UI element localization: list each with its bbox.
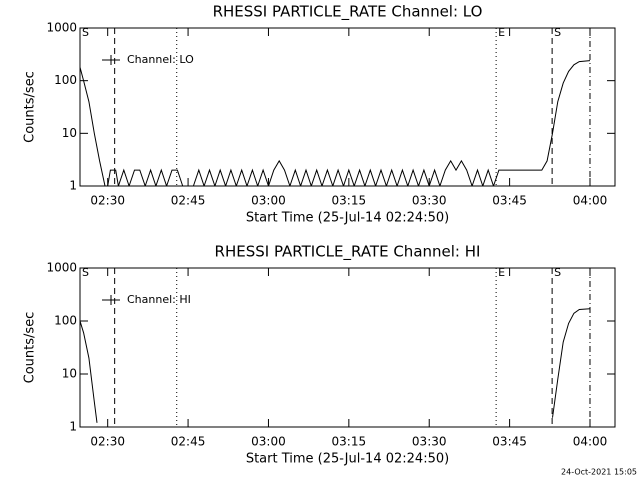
marker-label: S [554,266,561,279]
y-tick-label: 1 [69,420,77,434]
marker-label: S [554,26,561,39]
x-tick-label: 02:30 [90,194,125,208]
x-tick-label: 03:45 [492,435,527,449]
x-tick-label: 03:30 [412,194,447,208]
x-tick-label: 03:30 [412,435,447,449]
legend-label: Channel: HI [127,293,191,306]
y-tick-label: 10 [62,126,77,140]
x-tick-label: 02:45 [171,435,206,449]
y-tick-label: 100 [54,314,77,328]
x-tick-label: 03:15 [332,194,367,208]
y-tick-label: 1 [69,179,77,193]
x-tick-label: 03:00 [251,435,286,449]
x-tick-label: 02:30 [90,435,125,449]
y-axis-label: Counts/sec [23,71,38,143]
chart-title: RHESSI PARTICLE_RATE Channel: HI [215,243,481,262]
y-axis-label: Counts/sec [23,312,38,384]
marker-label: S [82,26,89,39]
y-tick-label: 10 [62,367,77,381]
y-tick-label: 1000 [46,21,77,35]
x-tick-label: 03:15 [332,435,367,449]
x-axis-label: Start Time (25-Jul-14 02:24:50) [246,452,449,467]
x-tick-label: 03:00 [251,194,286,208]
marker-label: E [498,26,505,39]
x-tick-label: 03:45 [492,194,527,208]
y-tick-label: 1000 [46,261,77,275]
footer: 24-Oct-2021 15:05 [561,468,637,477]
chart-title: RHESSI PARTICLE_RATE Channel: LO [213,3,483,22]
legend-label: Channel: LO [127,53,194,66]
marker-label: S [82,266,89,279]
y-tick-label: 100 [54,73,77,87]
x-tick-label: 02:45 [171,194,206,208]
x-axis-label: Start Time (25-Jul-14 02:24:50) [246,211,449,226]
series-line [80,308,591,423]
marker-label: E [498,266,505,279]
x-tick-label: 04:00 [573,435,608,449]
series-line [80,60,591,186]
x-tick-label: 04:00 [573,194,608,208]
